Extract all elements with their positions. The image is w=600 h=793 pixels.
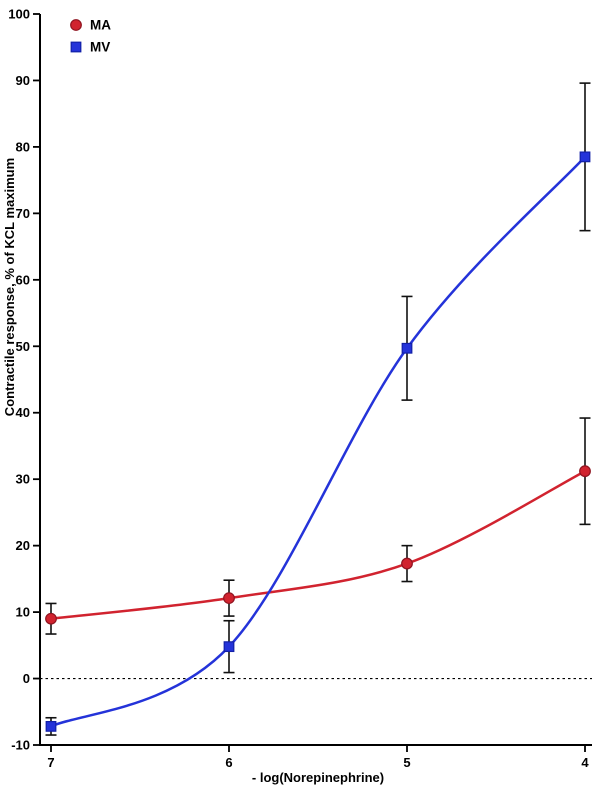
data-point-mv xyxy=(579,151,591,163)
x-tick-label: 4 xyxy=(581,755,589,770)
data-point-ma xyxy=(223,592,235,605)
y-tick-label: 30 xyxy=(16,472,30,487)
legend-marker-mv xyxy=(70,41,82,53)
x-tick-label: 5 xyxy=(403,755,410,770)
y-tick-label: 40 xyxy=(16,405,30,420)
x-axis-title: - log(Norepinephrine) xyxy=(252,770,384,785)
data-point-mv xyxy=(223,641,235,653)
y-tick-label: 90 xyxy=(16,73,30,88)
series-curve-mv xyxy=(49,155,587,728)
y-tick-label: 100 xyxy=(8,7,30,22)
legend-label-mv: MV xyxy=(90,40,110,55)
data-point-ma xyxy=(579,465,591,478)
y-tick-label: 80 xyxy=(16,139,30,154)
y-tick-label: 60 xyxy=(16,272,30,287)
y-tick-label: 20 xyxy=(16,538,30,553)
legend-label-ma: MA xyxy=(90,18,111,33)
y-tick-label: 50 xyxy=(16,339,30,354)
y-tick-label: 70 xyxy=(16,206,30,221)
y-tick-label: -10 xyxy=(11,738,30,753)
x-tick-label: 7 xyxy=(47,755,54,770)
x-tick-label: 6 xyxy=(225,755,232,770)
series-curve-ma xyxy=(49,469,587,620)
data-point-ma xyxy=(45,612,57,625)
y-tick-label: 0 xyxy=(23,671,30,686)
data-point-ma xyxy=(401,557,413,570)
y-axis-title: Contractile response, % of KCL maximum xyxy=(2,158,17,416)
data-point-mv xyxy=(45,720,57,732)
y-tick-label: 10 xyxy=(16,605,30,620)
legend-marker-ma xyxy=(70,19,82,31)
data-point-mv xyxy=(401,342,413,354)
